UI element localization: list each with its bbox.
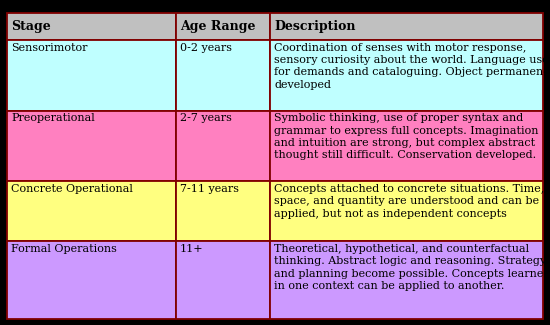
Text: Description: Description bbox=[274, 20, 355, 33]
Bar bbox=[7, 181, 175, 241]
Text: Formal Operations: Formal Operations bbox=[11, 244, 117, 254]
Bar bbox=[7, 111, 175, 181]
Bar bbox=[175, 111, 270, 181]
Text: Coordination of senses with motor response,
sensory curiosity about the world. L: Coordination of senses with motor respon… bbox=[274, 43, 550, 90]
Text: 7-11 years: 7-11 years bbox=[180, 184, 239, 194]
Bar bbox=[175, 181, 270, 241]
Text: Concepts attached to concrete situations. Time,
space, and quantity are understo: Concepts attached to concrete situations… bbox=[274, 184, 544, 219]
Bar bbox=[270, 111, 543, 181]
Text: Preoperational: Preoperational bbox=[11, 113, 95, 123]
Text: 11+: 11+ bbox=[180, 244, 204, 254]
Text: Sensorimotor: Sensorimotor bbox=[11, 43, 87, 53]
Bar bbox=[270, 241, 543, 318]
Bar bbox=[175, 13, 270, 40]
Bar bbox=[7, 13, 175, 40]
Bar bbox=[270, 181, 543, 241]
Bar bbox=[7, 241, 175, 318]
Text: Symbolic thinking, use of proper syntax and
grammar to express full concepts. Im: Symbolic thinking, use of proper syntax … bbox=[274, 113, 538, 160]
Text: Theoretical, hypothetical, and counterfactual
thinking. Abstract logic and reaso: Theoretical, hypothetical, and counterfa… bbox=[274, 244, 550, 291]
Text: Concrete Operational: Concrete Operational bbox=[11, 184, 133, 194]
Bar bbox=[175, 241, 270, 318]
Bar bbox=[7, 40, 175, 110]
Bar bbox=[175, 40, 270, 110]
Bar bbox=[270, 13, 543, 40]
Text: Stage: Stage bbox=[11, 20, 51, 33]
Text: 0-2 years: 0-2 years bbox=[180, 43, 232, 53]
Text: Age Range: Age Range bbox=[180, 20, 256, 33]
Bar bbox=[270, 40, 543, 110]
Text: 2-7 years: 2-7 years bbox=[180, 113, 232, 123]
